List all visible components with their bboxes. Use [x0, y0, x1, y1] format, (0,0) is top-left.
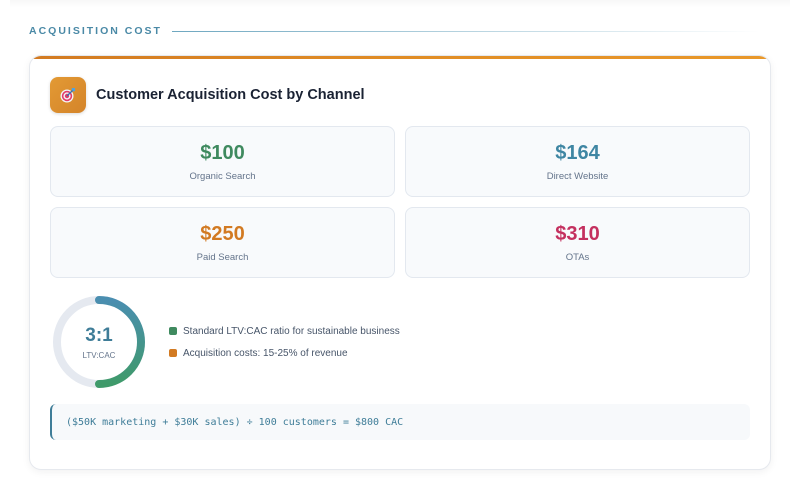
metric-value: $250: [200, 223, 245, 245]
donut-ring: [53, 296, 145, 388]
metric-paid-search: $250 Paid Search: [50, 207, 395, 278]
card-accent-bar: [30, 56, 770, 59]
metric-value: $100: [200, 142, 245, 164]
legend-text: Acquisition costs: 15-25% of revenue: [183, 347, 348, 359]
legend-dot-orange: [169, 349, 177, 357]
section-header: ACQUISITION COST: [29, 24, 760, 38]
cac-card: Customer Acquisition Cost by Channel $10…: [29, 55, 771, 470]
metric-value: $164: [555, 142, 600, 164]
metric-otas: $310 OTAs: [405, 207, 750, 278]
card-header: Customer Acquisition Cost by Channel: [50, 77, 365, 113]
legend-item: Acquisition costs: 15-25% of revenue: [169, 346, 400, 360]
ratio-label: LTV:CAC: [82, 350, 116, 360]
cac-formula: ($50K marketing + $30K sales) ÷ 100 cust…: [50, 404, 750, 440]
target-dart-icon: [50, 77, 86, 113]
legend-text: Standard LTV:CAC ratio for sustainable b…: [183, 325, 400, 337]
legend-dot-green: [169, 327, 177, 335]
ltv-cac-donut: 3:1 LTV:CAC: [52, 295, 146, 389]
legend: Standard LTV:CAC ratio for sustainable b…: [169, 324, 400, 368]
donut-center: 3:1 LTV:CAC: [52, 295, 146, 389]
card-title: Customer Acquisition Cost by Channel: [96, 87, 365, 103]
metric-direct-website: $164 Direct Website: [405, 126, 750, 197]
metric-value: $310: [555, 223, 600, 245]
section-divider: [171, 30, 760, 32]
formula-text: ($50K marketing + $30K sales) ÷ 100 cust…: [66, 416, 404, 428]
metric-label: Direct Website: [546, 171, 609, 182]
metric-organic-search: $100 Organic Search: [50, 126, 395, 197]
section-title: ACQUISITION COST: [29, 25, 162, 37]
ratio-value: 3:1: [85, 324, 113, 346]
metric-label: Organic Search: [189, 171, 256, 182]
metric-label: OTAs: [565, 252, 590, 263]
legend-item: Standard LTV:CAC ratio for sustainable b…: [169, 324, 400, 338]
metric-label: Paid Search: [196, 252, 249, 263]
top-fade: [10, 0, 790, 8]
